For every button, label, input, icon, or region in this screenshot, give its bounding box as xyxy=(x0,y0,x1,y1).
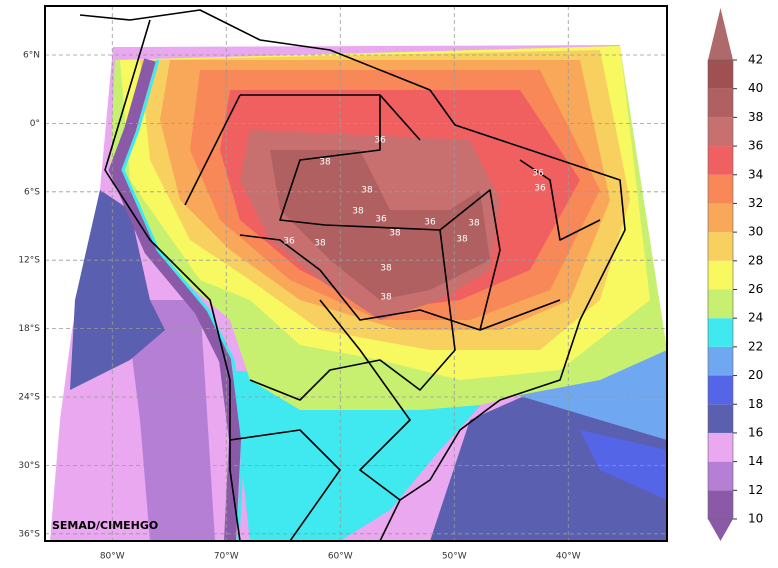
lat-tick-label: 12°S xyxy=(18,256,40,266)
lat-tick-label: 6°S xyxy=(24,187,40,197)
lat-tick-label: 18°S xyxy=(18,324,40,334)
colorbar-extend-min xyxy=(708,519,733,541)
colorbar-segment xyxy=(708,375,733,405)
colorbar-segment xyxy=(708,346,733,376)
colorbar-segment xyxy=(708,88,733,118)
lat-tick-label: 30°S xyxy=(18,461,40,471)
graticule xyxy=(45,6,667,541)
map-frame xyxy=(44,5,668,542)
lon-tick-label: 60°W xyxy=(328,552,353,562)
lat-tick-label: 0° xyxy=(30,119,40,129)
contour-label: 38 xyxy=(468,219,480,229)
colorbar-label: 32 xyxy=(748,196,763,210)
temperature-field xyxy=(50,45,667,541)
lat-tick-label: 24°S xyxy=(18,393,40,403)
colorbar-label: 40 xyxy=(748,81,763,95)
contour-label: 36 xyxy=(374,136,386,146)
colorbar-segment xyxy=(708,461,733,491)
contour-label: 36 xyxy=(283,237,295,247)
lon-tick-label: 70°W xyxy=(214,552,239,562)
lat-tick-label: 6°N xyxy=(23,51,40,61)
colorbar-segment xyxy=(708,432,733,462)
credit: SEMAD/CIMEHGO xyxy=(52,519,158,532)
colorbar-label: 30 xyxy=(748,225,763,239)
contour-label: 36 xyxy=(532,169,544,179)
colorbar-segment xyxy=(708,174,733,204)
lon-tick-label: 80°W xyxy=(100,552,125,562)
contour-label: 38 xyxy=(319,158,331,168)
contour-label: 38 xyxy=(352,207,364,217)
colorbar-segment xyxy=(708,203,733,233)
colorbar-label: 12 xyxy=(748,483,763,497)
colorbar-segment xyxy=(708,404,733,433)
colorbar-label: 42 xyxy=(748,53,763,67)
borders xyxy=(79,9,626,541)
contour-label: 38 xyxy=(314,239,326,249)
lon-tick-label: 40°W xyxy=(556,552,581,562)
colorbar-label: 16 xyxy=(748,425,763,439)
colorbar-label: 34 xyxy=(748,167,763,181)
colorbar-label: 20 xyxy=(748,368,763,382)
colorbar-label: 24 xyxy=(748,311,763,325)
contour-label: 36 xyxy=(534,184,546,194)
colorbar-label: 18 xyxy=(748,397,763,411)
colorbar-label: 14 xyxy=(748,454,763,468)
colorbar-label: 10 xyxy=(748,512,763,526)
colorbar-segment xyxy=(708,318,733,347)
contour-label: 36 xyxy=(424,218,436,228)
colorbar: 10 12 14 16 18 20 22 24 26 28 30 32 34 36 38 40 42 xyxy=(707,8,763,541)
lon-tick-label: 50°W xyxy=(442,552,467,562)
colorbar-segment xyxy=(708,146,733,175)
contour-label: 38 xyxy=(380,293,392,303)
colorbar-label: 28 xyxy=(748,253,763,267)
contour-label: 38 xyxy=(456,235,468,245)
colorbar-label: 26 xyxy=(748,282,763,296)
contour-label: 38 xyxy=(380,264,392,274)
contour-label: 38 xyxy=(361,186,373,196)
lat-tick-label: 36°S xyxy=(18,529,40,539)
contour-label: 36 xyxy=(375,215,387,225)
colorbar-label: 38 xyxy=(748,110,763,124)
colorbar-segment xyxy=(708,260,733,290)
colorbar-extend-max xyxy=(708,8,733,60)
colorbar-segment xyxy=(708,232,733,261)
contour-label: 38 xyxy=(389,229,401,239)
colorbar-segment xyxy=(708,490,733,519)
colorbar-segment xyxy=(708,289,733,319)
colorbar-label: 36 xyxy=(748,139,763,153)
colorbar-segment xyxy=(708,60,733,89)
colorbar-segment xyxy=(708,117,733,147)
colorbar-label: 22 xyxy=(748,339,763,353)
